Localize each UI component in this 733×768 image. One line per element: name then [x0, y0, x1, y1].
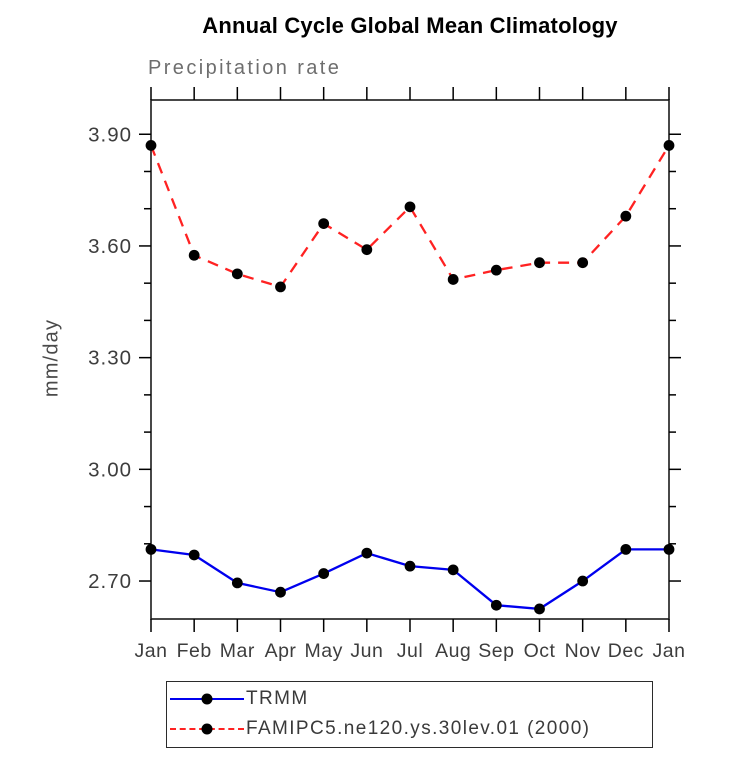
data-point-marker [490, 264, 502, 276]
legend-label-trmm: TRMM [246, 688, 309, 709]
data-point-marker [404, 560, 416, 572]
data-point-marker [577, 575, 589, 587]
data-point-marker [188, 249, 200, 261]
data-point-marker [318, 218, 330, 230]
x-tick-label: Aug [435, 640, 471, 662]
data-point-marker [663, 543, 675, 555]
plot-frame [150, 99, 670, 620]
data-point-marker [534, 257, 545, 269]
filled-circle-marker-icon [201, 693, 213, 705]
data-point-marker [145, 140, 157, 151]
data-point-marker [620, 210, 632, 222]
data-point-marker [188, 549, 200, 561]
legend-row-famipc5: FAMIPC5.ne120.ys.30lev.01 (2000) [167, 714, 652, 744]
filled-circle-marker-icon [201, 723, 213, 735]
data-point-marker [534, 603, 545, 615]
y-tick-label: 2.70 [88, 570, 132, 593]
x-tick-label: Apr [265, 640, 297, 662]
legend-label-famipc5: FAMIPC5.ne120.ys.30lev.01 (2000) [246, 718, 591, 739]
data-point-marker [577, 257, 589, 269]
x-tick-label: Jun [350, 640, 383, 662]
x-tick-label: Sep [478, 640, 514, 662]
x-tick-label: Jul [397, 640, 423, 662]
y-tick-label: 3.60 [88, 235, 132, 258]
series-line-0 [150, 548, 669, 611]
data-point-marker [275, 586, 286, 598]
data-point-marker [490, 599, 502, 611]
data-point-marker [145, 543, 157, 555]
x-tick-label: Dec [608, 640, 644, 662]
data-point-marker [447, 274, 459, 285]
legend-sample-trmm [170, 693, 244, 705]
x-tick-label: Mar [220, 640, 255, 662]
y-tick-label: 3.30 [88, 347, 132, 370]
x-tick-label: Oct [524, 640, 556, 662]
series-line-1 [149, 144, 670, 289]
legend: TRMM FAMIPC5.ne120.ys.30lev.01 (2000) [166, 681, 653, 748]
data-point-marker [447, 564, 459, 576]
x-tick-label: May [304, 640, 342, 662]
data-point-marker [361, 244, 373, 256]
x-tick-label: Jan [653, 640, 686, 662]
data-point-marker [231, 577, 243, 589]
legend-row-trmm: TRMM [167, 684, 652, 714]
data-point-marker [275, 281, 286, 293]
data-point-marker [361, 547, 373, 559]
chart-title: Annual Cycle Global Mean Climatology [202, 13, 618, 38]
data-point-marker [231, 268, 243, 280]
y-tick-label: 3.90 [88, 123, 132, 146]
data-point-marker [404, 201, 416, 213]
data-point-marker [663, 140, 675, 151]
chart-subtitle: Precipitation rate [148, 57, 342, 79]
y-tick-label: 3.00 [88, 458, 132, 481]
data-point-marker [620, 543, 632, 555]
legend-sample-famipc5 [170, 723, 244, 735]
x-tick-label: Jan [135, 640, 168, 662]
x-tick-label: Feb [177, 640, 212, 662]
x-tick-label: Nov [565, 640, 601, 662]
data-point-marker [318, 568, 330, 579]
